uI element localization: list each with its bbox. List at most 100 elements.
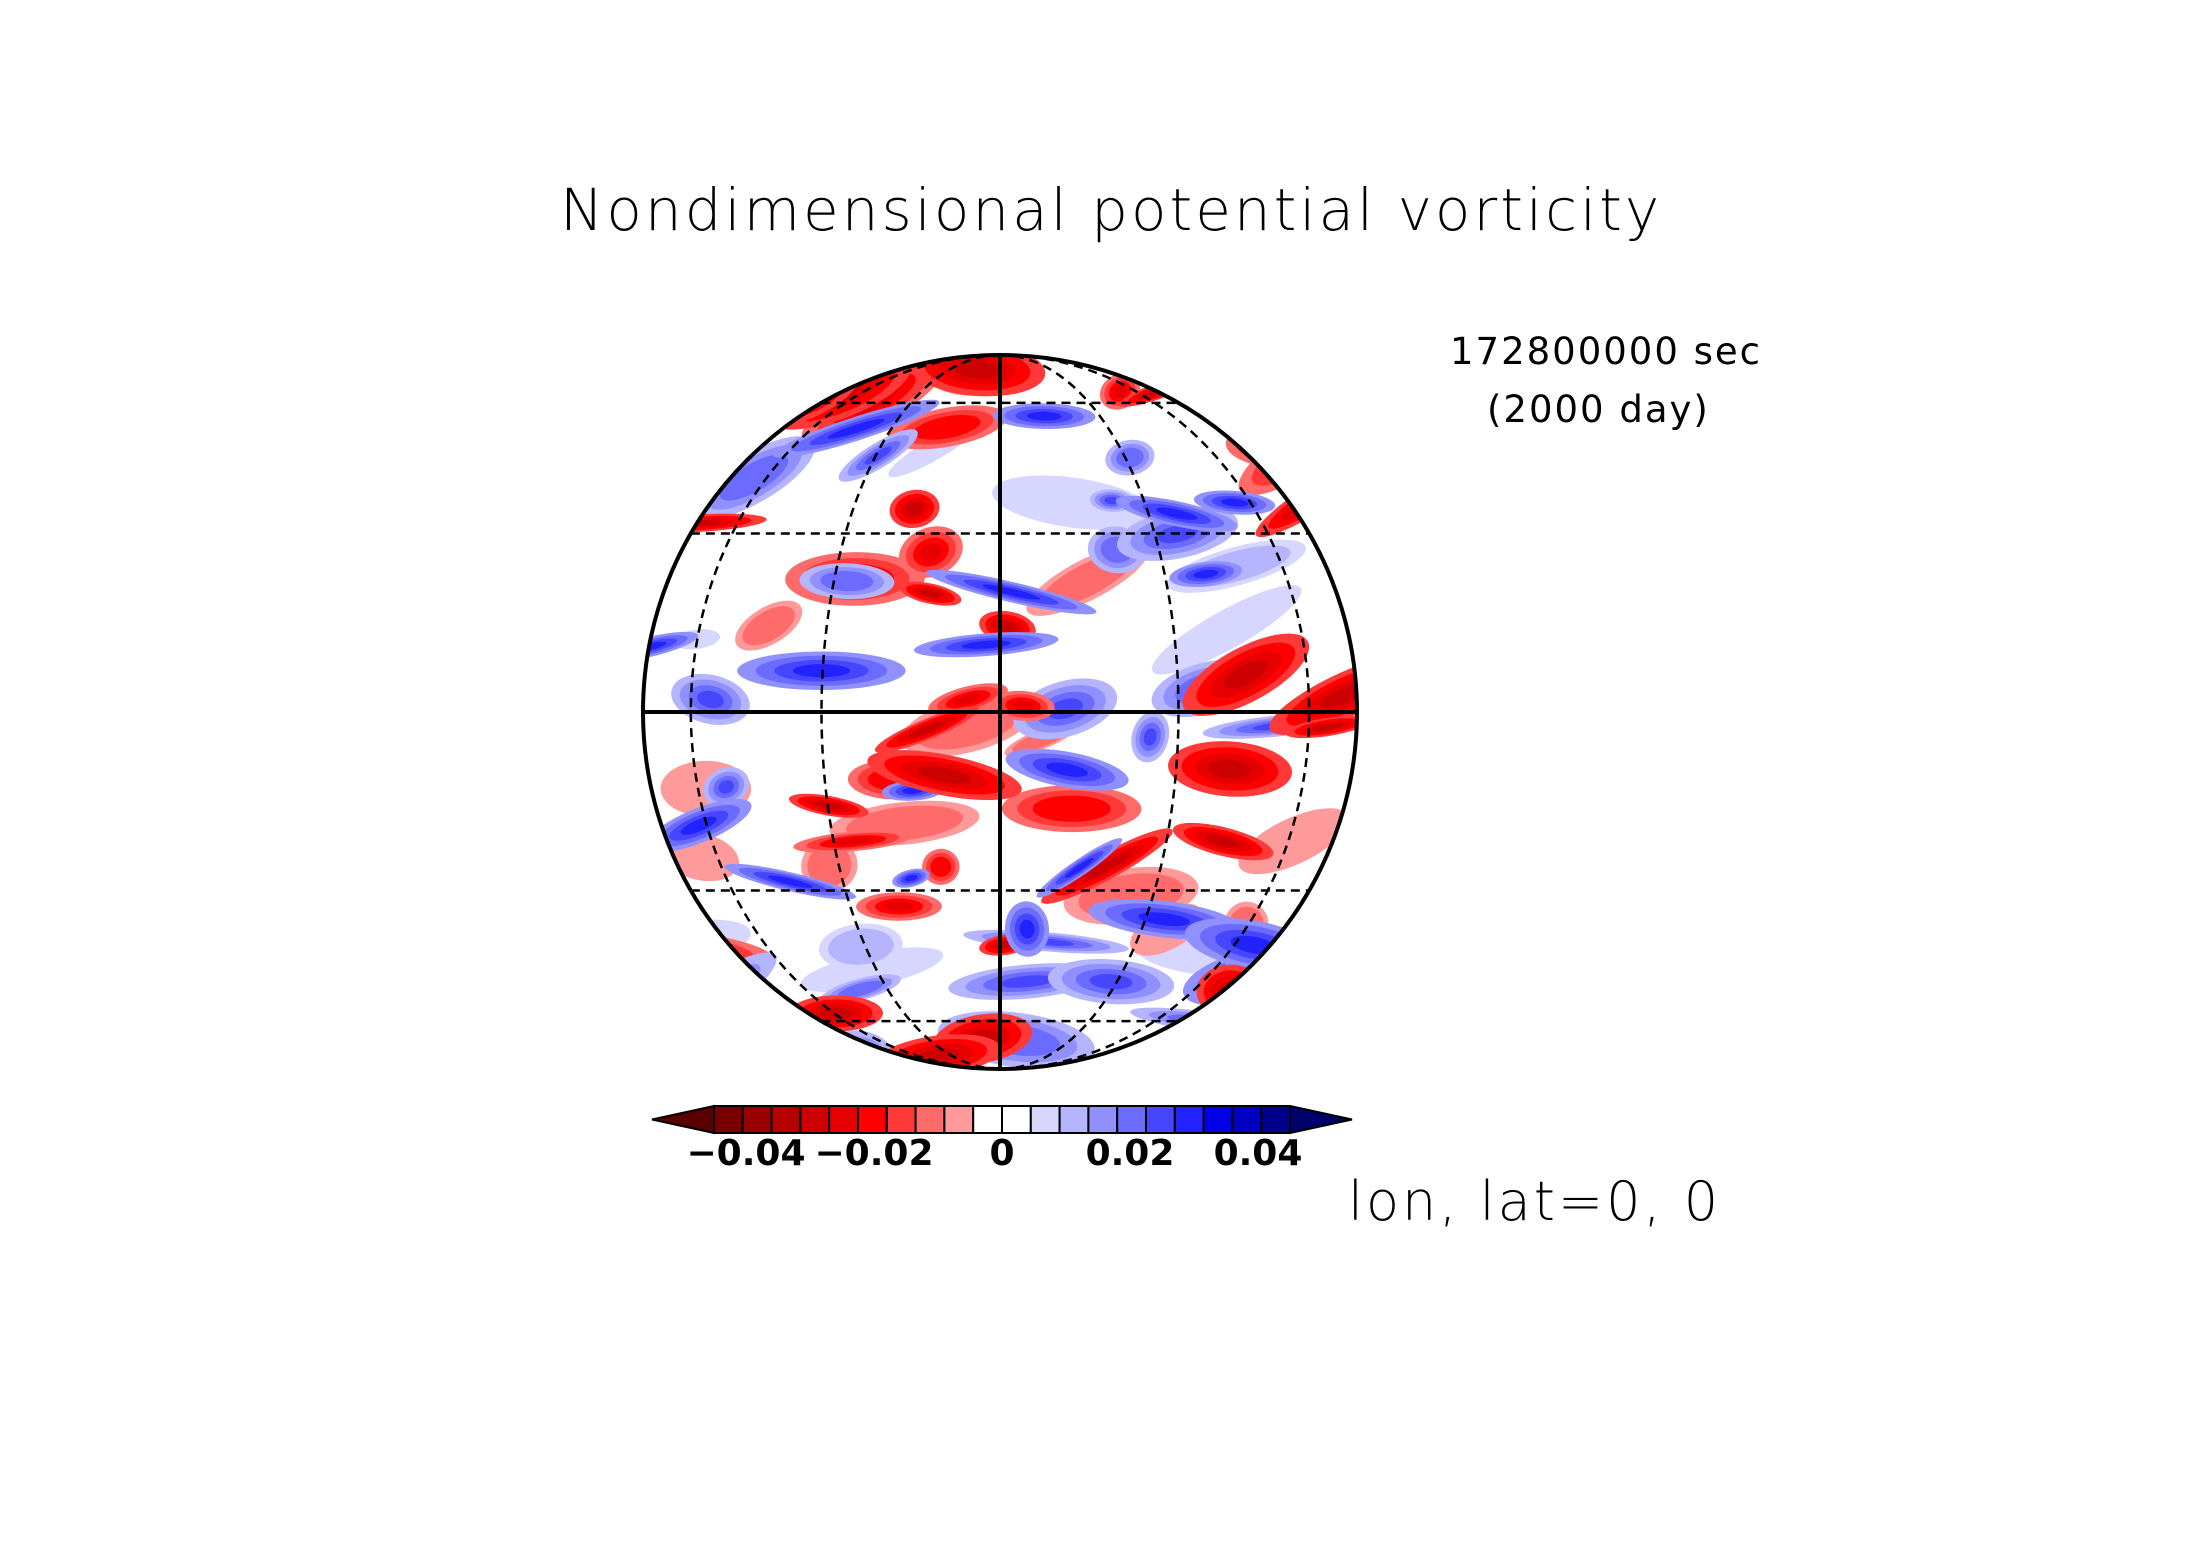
colorbar-swatch (1001, 1105, 1032, 1134)
positive-vorticity-patch (643, 493, 677, 517)
colorbar-swatch (1116, 1105, 1147, 1134)
positive-vorticity-patch (1186, 1018, 1245, 1030)
colorbar-swatch (799, 1105, 831, 1134)
colorbar-swatch (1231, 1105, 1263, 1134)
positive-vorticity-patch (649, 498, 670, 512)
negative-vorticity-patch (1208, 759, 1252, 779)
positive-vorticity-patch (1193, 372, 1318, 410)
negative-vorticity-patch (954, 693, 982, 705)
positive-vorticity-patch (1228, 382, 1283, 399)
negative-vorticity-patch (676, 966, 725, 999)
positive-vorticity-patch (643, 961, 699, 999)
globe-outline (641, 353, 1359, 1071)
negative-vorticity-patch (664, 372, 795, 398)
colorbar-min-extension (651, 1104, 715, 1135)
negative-vorticity-patch (643, 937, 735, 960)
negative-vorticity-patch (807, 844, 852, 887)
positive-vorticity-patch (643, 956, 708, 1005)
colorbar-swatch (741, 1105, 773, 1134)
negative-vorticity-patch (643, 994, 738, 1039)
negative-vorticity-patch (909, 721, 945, 738)
colorbar-swatch (857, 1105, 888, 1134)
positive-vorticity-patch (653, 501, 666, 509)
positive-vorticity-patch (1294, 1007, 1357, 1051)
colorbar-tick-label: −0.02 (814, 1133, 934, 1174)
colorbar-swatch (713, 1105, 744, 1134)
positive-vorticity-patch (645, 496, 674, 514)
positive-vorticity-patch (1307, 995, 1357, 1021)
positive-vorticity-patch (688, 396, 731, 418)
negative-vorticity-patch (643, 999, 722, 1034)
positive-vorticity-patch (1104, 496, 1120, 505)
colorbar-swatch (770, 1105, 802, 1134)
negative-vorticity-patch (930, 856, 952, 877)
positive-vorticity-patch (1167, 1014, 1264, 1033)
negative-vorticity-patch (1255, 438, 1287, 453)
positive-vorticity-patch (658, 994, 742, 1061)
positive-vorticity-patch (1220, 498, 1249, 507)
positive-vorticity-patch (1181, 1031, 1202, 1049)
positive-vorticity-patch (1155, 507, 1198, 520)
negative-vorticity-patch (1313, 723, 1342, 731)
positive-vorticity-patch (827, 418, 885, 439)
positive-vorticity-patch (767, 875, 813, 888)
negative-vorticity-patch (689, 975, 711, 990)
negative-vorticity-patch (954, 359, 1001, 379)
positive-vorticity-patch (659, 1026, 819, 1048)
positive-vorticity-patch (697, 690, 724, 709)
positive-vorticity-patch (1046, 762, 1088, 777)
longitude-line (999, 355, 1180, 1069)
colorbar-swatch (1058, 1105, 1090, 1134)
positive-vorticity-patch (792, 664, 851, 678)
negative-vorticity-patch (1084, 853, 1130, 879)
negative-vorticity-patch (643, 361, 674, 391)
positive-vorticity-patch (1026, 411, 1062, 421)
positive-vorticity-patch (682, 393, 737, 421)
negative-vorticity-patch (913, 415, 981, 440)
positive-vorticity-patch (800, 947, 944, 993)
positive-vorticity-patch (662, 974, 745, 1031)
positive-vorticity-patch (694, 399, 725, 415)
negative-vorticity-patch (919, 589, 941, 598)
positive-vorticity-patch (837, 980, 884, 998)
positive-vorticity-patch (864, 446, 892, 465)
positive-vorticity-patch (1143, 728, 1157, 746)
positive-vorticity-patch (1176, 367, 1335, 415)
graticule (689, 355, 1311, 1069)
positive-vorticity-patch (1174, 1025, 1209, 1055)
positive-vorticity-patch (644, 966, 690, 994)
colorbar-swatch (943, 1105, 975, 1134)
positive-vorticity-patch (1317, 1000, 1349, 1016)
negative-vorticity-patch (1278, 437, 1320, 467)
negative-vorticity-patch (1113, 385, 1127, 398)
positive-vorticity-patch (1116, 447, 1144, 468)
positive-vorticity-patch (982, 584, 1041, 600)
positive-vorticity-patch (1047, 698, 1083, 720)
colorbar-swatch (972, 1105, 1004, 1134)
plot-title: Nondimensional potential vorticity (560, 176, 1663, 244)
projection-label: lon, lat=0, 0 (1348, 1170, 1722, 1233)
negative-vorticity-patch (917, 1048, 960, 1064)
positive-vorticity-patch (1241, 402, 1313, 447)
positive-vorticity-patch (643, 390, 698, 437)
positive-vorticity-patch (700, 402, 719, 412)
positive-vorticity-patch (643, 952, 777, 1054)
negative-vorticity-patch (669, 961, 732, 1003)
positive-vorticity-patch (1151, 585, 1302, 675)
positive-vorticity-patch (904, 874, 918, 882)
positive-vorticity-patch (1315, 1019, 1348, 1039)
negative-vorticity-patch (1206, 835, 1241, 848)
negative-vorticity-patch (1294, 485, 1334, 512)
longitude-line (820, 355, 1001, 1069)
negative-vorticity-patch (1012, 700, 1034, 712)
negative-vorticity-patch (742, 606, 795, 646)
colorbar (651, 1104, 1353, 1135)
positive-vorticity-patch (1304, 1013, 1357, 1045)
time-days-label: (2000 day) (1487, 388, 1710, 431)
negative-vorticity-patch (918, 766, 971, 784)
negative-vorticity-patch (643, 364, 667, 388)
colorbar-swatch (1087, 1105, 1119, 1134)
negative-vorticity-patch (643, 367, 661, 384)
negative-vorticity-patch (734, 395, 772, 417)
